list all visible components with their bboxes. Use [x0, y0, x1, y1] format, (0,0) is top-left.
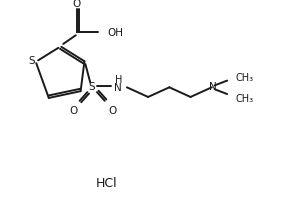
- Text: S: S: [89, 82, 95, 92]
- Text: CH₃: CH₃: [236, 93, 254, 103]
- Text: N: N: [114, 83, 122, 93]
- Text: O: O: [70, 106, 78, 116]
- Text: HCl: HCl: [96, 176, 117, 189]
- Text: O: O: [72, 0, 81, 9]
- Text: S: S: [28, 56, 35, 66]
- Text: H: H: [114, 74, 122, 84]
- Text: O: O: [108, 106, 117, 116]
- Text: OH: OH: [108, 28, 124, 38]
- Text: CH₃: CH₃: [236, 72, 254, 82]
- Text: N: N: [209, 82, 217, 92]
